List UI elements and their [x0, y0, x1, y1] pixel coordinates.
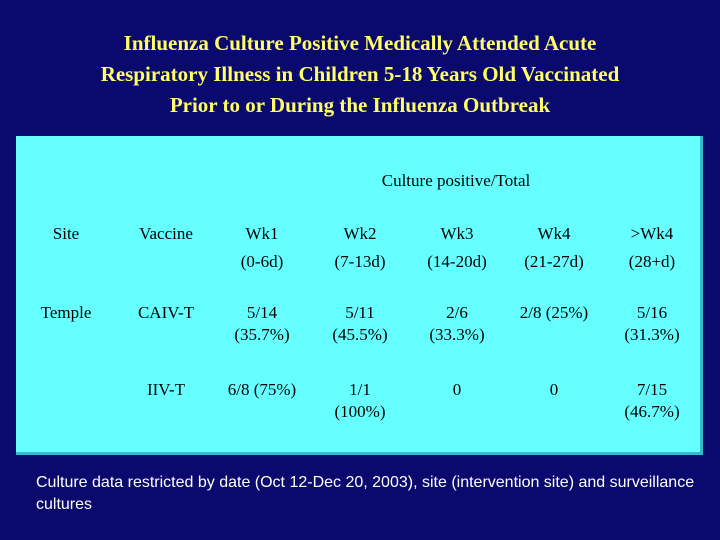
- title-line-2: Respiratory Illness in Children 5-18 Yea…: [100, 62, 620, 86]
- wk4-range: (21-27d): [524, 252, 584, 271]
- wk5-range: (28+d): [628, 252, 676, 271]
- column-header-vaccine: Vaccine: [139, 224, 193, 243]
- row-2-wk4: 0: [506, 379, 602, 401]
- title-line-3: Prior to or During the Influenza Outbrea…: [169, 93, 551, 117]
- row-1-wk5: 5/16 (31.3%): [604, 302, 700, 346]
- column-header-wk5: >Wk4 (28+d): [604, 223, 700, 273]
- row-1-wk4: 2/8 (25%): [506, 302, 602, 324]
- row-2-wk5-percent: (46.7%): [624, 402, 680, 421]
- row-2-wk4-value: 0: [549, 380, 559, 399]
- wk3-label: Wk3: [440, 224, 474, 243]
- row-1-wk1-percent: (35.7%): [234, 325, 290, 344]
- row-2-wk1-value: 6/8 (75%): [227, 380, 297, 399]
- wk1-label: Wk1: [245, 224, 279, 243]
- title-line-1: Influenza Culture Positive Medically Att…: [123, 31, 597, 55]
- row-1-vaccine: CAIV-T: [137, 303, 195, 322]
- row-1-wk3: 2/6 (33.3%): [409, 302, 505, 346]
- row-2-wk2-count: 1/1: [349, 380, 371, 399]
- row-1-wk3-count: 2/6: [446, 303, 468, 322]
- row-2-wk3: 0: [409, 379, 505, 401]
- row-1-wk5-percent: (31.3%): [624, 325, 680, 344]
- row-2-wk3-value: 0: [452, 380, 462, 399]
- row-1-wk1-count: 5/14: [246, 303, 278, 322]
- wk2-range: (7-13d): [334, 252, 386, 271]
- column-header-wk4: Wk4 (21-27d): [506, 223, 602, 273]
- column-header-site: Site: [52, 224, 80, 243]
- footnote: Culture data restricted by date (Oct 12-…: [36, 474, 695, 513]
- row-2-wk2: 1/1 (100%): [312, 379, 408, 423]
- row-2-wk5-count: 7/15: [636, 380, 668, 399]
- wk4-label: Wk4: [537, 224, 571, 243]
- wk3-range: (14-20d): [427, 252, 487, 271]
- row-2-vaccine: IIV-T: [146, 380, 186, 399]
- wk1-range: (0-6d): [240, 252, 284, 271]
- wk5-label: >Wk4: [630, 224, 674, 243]
- row-1-wk3-percent: (33.3%): [429, 325, 485, 344]
- row-2-wk2-percent: (100%): [334, 402, 386, 421]
- row-2-wk5: 7/15 (46.7%): [604, 379, 700, 423]
- row-1-wk1: 5/14 (35.7%): [216, 302, 308, 346]
- group-header: Culture positive/Total: [381, 171, 531, 190]
- row-2-wk1: 6/8 (75%): [216, 379, 308, 401]
- row-1-wk2-count: 5/11: [345, 303, 375, 322]
- column-header-wk2: Wk2 (7-13d): [312, 223, 408, 273]
- row-1-wk2: 5/11 (45.5%): [312, 302, 408, 346]
- row-1-wk4-value: 2/8 (25%): [519, 303, 589, 322]
- slide-title: Influenza Culture Positive Medically Att…: [20, 28, 700, 121]
- results-table: Culture positive/Total Site Vaccine Wk1 …: [16, 136, 703, 455]
- row-1-site: Temple: [40, 303, 92, 322]
- wk2-label: Wk2: [343, 224, 377, 243]
- row-1-wk2-percent: (45.5%): [332, 325, 388, 344]
- column-header-wk1: Wk1 (0-6d): [216, 223, 308, 273]
- column-header-wk3: Wk3 (14-20d): [409, 223, 505, 273]
- row-1-wk5-count: 5/16: [636, 303, 668, 322]
